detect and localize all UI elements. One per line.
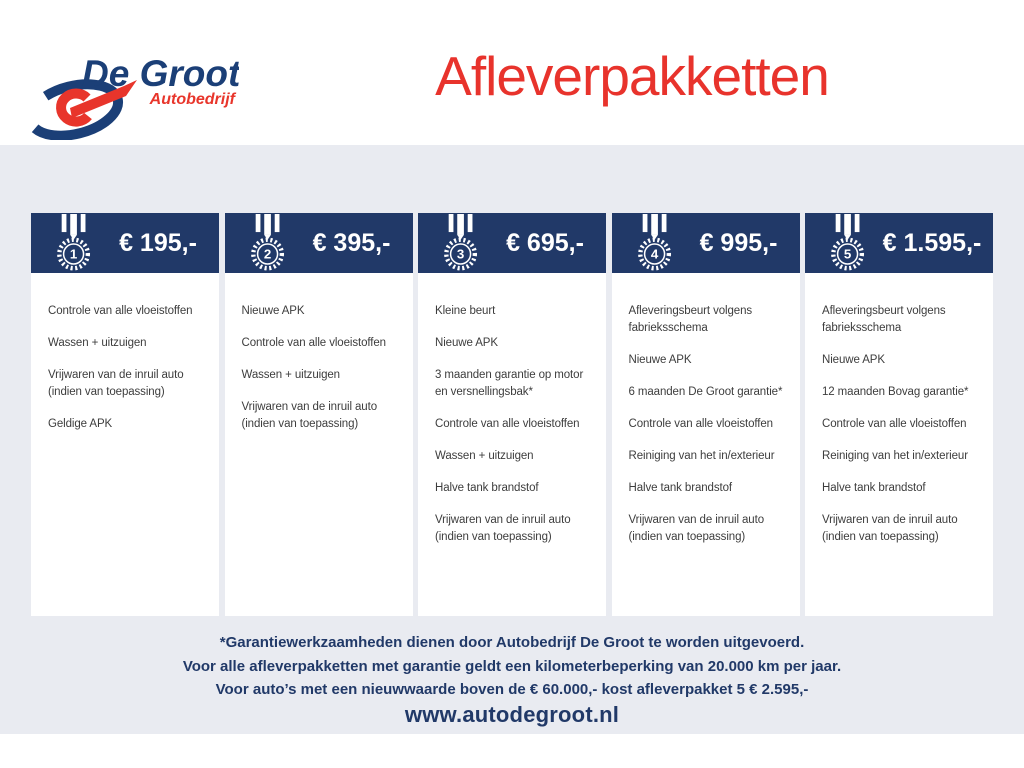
package-features: Kleine beurt Nieuwe APK 3 maanden garantie… [418, 273, 606, 546]
package-card: 1 € 195,- Controle van alle vloeistoffen… [31, 213, 219, 616]
package-features: Controle van alle vloeistoffen Wassen + u… [31, 273, 219, 433]
feature-item: Vrijwaren van de inruil auto (indien van… [241, 401, 378, 430]
feature-item: Geldige APK [48, 418, 113, 430]
feature-item: Vrijwaren van de inruil auto (indien van… [48, 369, 184, 398]
package-card-header: 5 € 1.595,- [805, 213, 993, 273]
medal-icon: 5 [831, 214, 865, 271]
feature-item: Halve tank brandstof [628, 482, 733, 494]
feature-item: Nieuwe APK [435, 337, 498, 349]
package-features: Afleveringsbeurt volgens fabrieksschema N… [805, 273, 993, 546]
page-title: Afleverpakketten [435, 45, 830, 107]
footnote-line-2: Voor alle afleverpakketten met garantie … [182, 657, 842, 675]
package-price: € 1.595,- [882, 228, 982, 257]
package-price: € 395,- [312, 228, 391, 257]
package-price: € 195,- [119, 228, 197, 257]
package-card: 5 € 1.595,- Afleveringsbeurt volgens fab… [805, 213, 993, 616]
package-features: Nieuwe APK Controle van alle vloeistoffen… [225, 273, 413, 433]
medal-number: 5 [844, 247, 852, 262]
feature-item: Reiniging van het in/exterieur [822, 450, 968, 462]
medal-icon: 2 [250, 214, 284, 271]
package-card-header: 3 € 695,- [418, 213, 606, 273]
package-cards: 1 € 195,- Controle van alle vloeistoffen… [31, 213, 993, 616]
feature-item: Controle van alle vloeistoffen [435, 418, 580, 430]
medal-number: 1 [70, 247, 78, 262]
feature-item: 6 maanden De Groot garantie* [628, 386, 783, 398]
feature-item: Vrijwaren van de inruil auto (indien van… [822, 514, 958, 543]
feature-item: Controle van alle vloeistoffen [48, 305, 193, 317]
footnote-line-3: Voor auto’s met een nieuwwaarde boven de… [215, 681, 809, 698]
medal-icon: 3 [444, 214, 478, 271]
feature-item: Afleveringsbeurt volgens fabrieksschema [822, 305, 946, 334]
package-card-header: 4 € 995,- [611, 213, 800, 273]
website-url: www.autodegroot.nl [404, 702, 620, 727]
logo-mark-icon [24, 79, 137, 140]
feature-item: Wassen + uitzuigen [241, 369, 341, 381]
feature-item: Wassen + uitzuigen [48, 337, 147, 349]
feature-item: Halve tank brandstof [435, 482, 539, 494]
package-price: € 995,- [699, 228, 778, 257]
feature-item: Controle van alle vloeistoffen [241, 337, 387, 349]
feature-item: 3 maanden garantie op motor en versnelli… [435, 369, 584, 398]
package-price: € 695,- [506, 228, 584, 257]
feature-item: Vrijwaren van de inruil auto (indien van… [628, 514, 765, 543]
feature-item: 12 maanden Bovag garantie* [822, 386, 969, 398]
feature-item: Nieuwe APK [822, 354, 885, 366]
package-card: 4 € 995,- Afleveringsbeurt volgens fabri… [611, 213, 800, 616]
de-groot-logo: De Groot Autobedrijf [24, 53, 239, 140]
medal-icon: 4 [637, 214, 671, 271]
feature-item: Kleine beurt [435, 305, 496, 317]
feature-item: Nieuwe APK [241, 305, 305, 317]
feature-item: Nieuwe APK [628, 354, 692, 366]
package-features: Afleveringsbeurt volgens fabrieksschema N… [612, 273, 800, 546]
package-card-header: 1 € 195,- [31, 213, 219, 273]
feature-item: Vrijwaren van de inruil auto (indien van… [435, 514, 571, 543]
feature-item: Wassen + uitzuigen [435, 450, 534, 462]
medal-number: 3 [457, 247, 464, 262]
feature-item: Controle van alle vloeistoffen [822, 418, 967, 430]
medal-number: 4 [650, 247, 658, 262]
medal-number: 2 [263, 247, 270, 262]
medal-icon: 1 [57, 214, 91, 271]
package-card: 2 € 395,- Nieuwe APK Controle van alle vl… [224, 213, 413, 616]
footnotes: *Garantiewerkzaamheden dienen door Autob… [0, 631, 1024, 702]
header: De Groot Autobedrijf Afleverpakketten [0, 0, 1024, 145]
content-area: 1 € 195,- Controle van alle vloeistoffen… [0, 145, 1024, 734]
logo-subtitle: Autobedrijf [149, 91, 237, 108]
feature-item: Controle van alle vloeistoffen [628, 418, 774, 430]
feature-item: Afleveringsbeurt volgens fabrieksschema [628, 305, 753, 334]
logo-name: De Groot [82, 53, 239, 94]
footnote-line-1: *Garantiewerkzaamheden dienen door Autob… [219, 634, 805, 651]
package-card: 3 € 695,- Kleine beurt Nieuwe APK 3 maande… [418, 213, 606, 616]
package-card-header: 2 € 395,- [224, 213, 413, 273]
feature-item: Halve tank brandstof [822, 482, 926, 494]
feature-item: Reiniging van het in/exterieur [628, 450, 775, 462]
